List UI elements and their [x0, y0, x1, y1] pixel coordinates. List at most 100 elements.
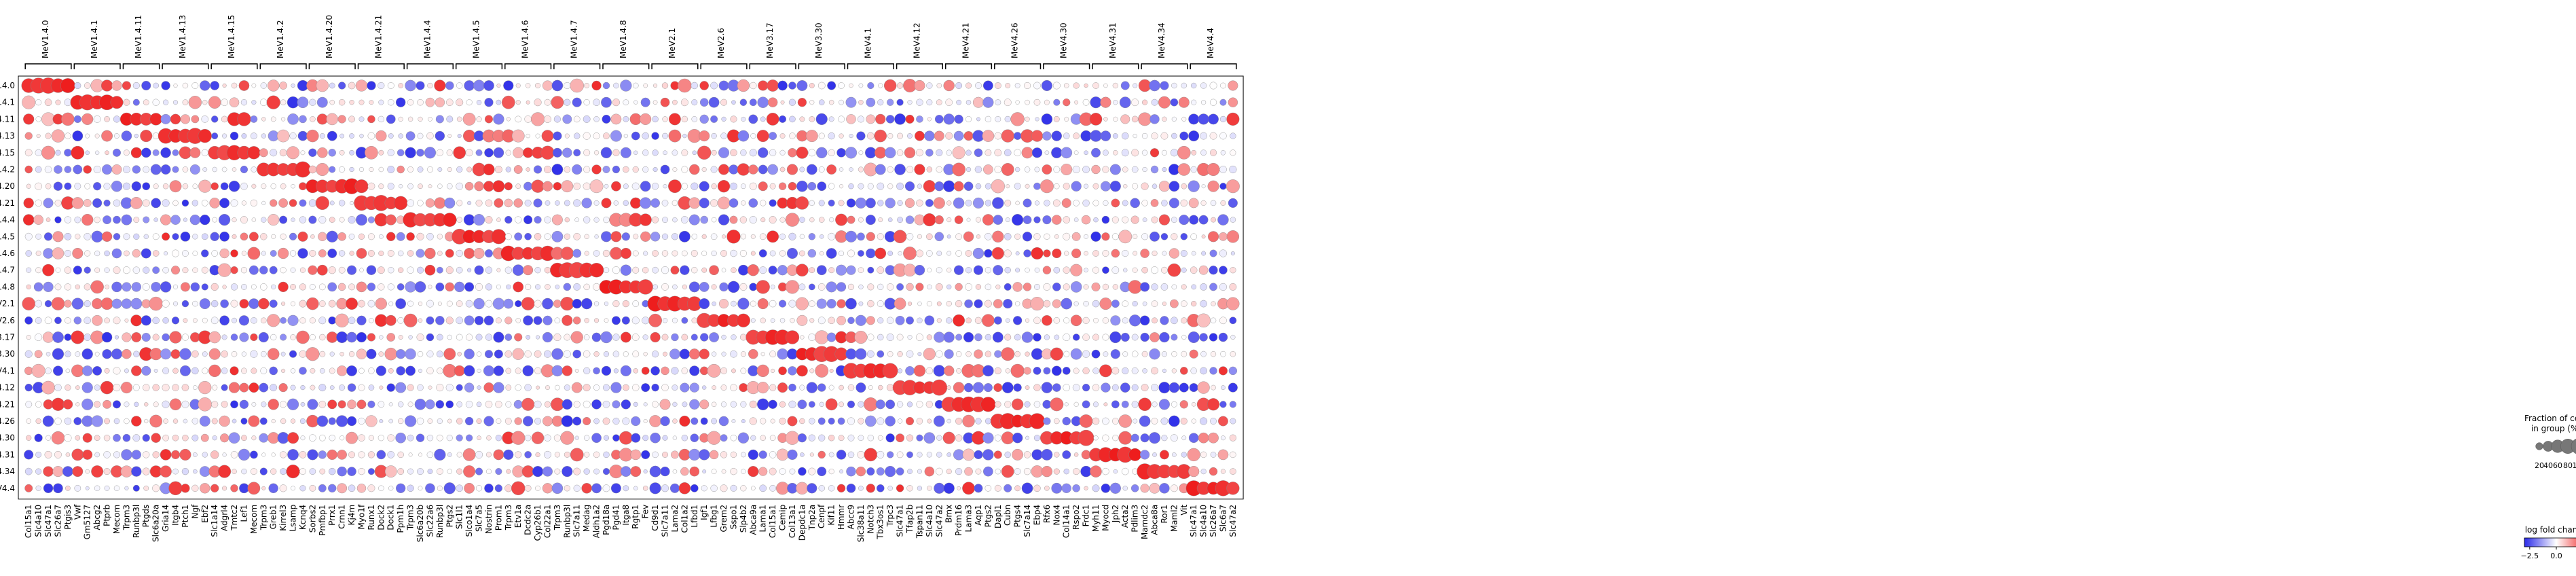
dot	[1171, 233, 1178, 240]
dot	[172, 166, 179, 173]
dot	[1021, 482, 1033, 494]
dot	[189, 214, 201, 226]
dot	[1001, 382, 1014, 393]
dot	[739, 283, 748, 291]
dot	[42, 415, 54, 427]
dot	[54, 384, 62, 391]
dot	[1130, 433, 1139, 442]
dot	[295, 161, 311, 178]
dot	[456, 98, 464, 107]
dot	[731, 368, 736, 374]
dot	[796, 264, 809, 276]
gene-label: Kif11	[827, 505, 836, 526]
gene-label: Depdc1a	[797, 505, 807, 541]
dot	[172, 149, 179, 156]
dot	[417, 98, 424, 106]
dot	[632, 266, 640, 274]
dot	[306, 297, 319, 310]
dot	[1209, 367, 1217, 375]
dot	[631, 334, 640, 341]
dot	[934, 181, 944, 192]
dot	[1081, 215, 1091, 225]
dot	[663, 150, 667, 156]
dot	[756, 280, 770, 294]
dot	[172, 434, 179, 442]
dot	[328, 149, 336, 157]
dot	[924, 466, 935, 477]
dot	[633, 150, 638, 155]
dot	[643, 469, 648, 474]
dot	[104, 368, 110, 374]
dot	[917, 301, 922, 306]
gene-group-bracket	[944, 63, 993, 69]
dot	[1005, 217, 1010, 222]
dot	[846, 265, 856, 275]
dot	[151, 433, 161, 443]
row-label: MeV1.4.13	[0, 131, 15, 141]
dot	[111, 164, 122, 175]
dot	[513, 198, 523, 208]
dot	[143, 166, 150, 173]
dot	[573, 401, 581, 408]
dot	[631, 182, 640, 190]
dot	[395, 382, 407, 393]
dot	[251, 317, 257, 324]
dot	[661, 82, 669, 89]
dot	[386, 232, 396, 242]
dot	[515, 216, 522, 223]
dot	[1084, 486, 1088, 490]
dot	[718, 80, 729, 91]
dot	[259, 417, 268, 425]
dot	[955, 351, 962, 357]
row-label: MeV3.30	[0, 349, 15, 359]
dot	[858, 418, 864, 425]
dot	[1149, 332, 1160, 342]
dot	[1092, 334, 1099, 341]
dot	[24, 467, 33, 475]
dot	[316, 415, 329, 427]
dot	[741, 116, 746, 122]
dot	[358, 233, 365, 240]
dot	[838, 435, 845, 442]
dot	[1109, 482, 1121, 494]
dot	[846, 466, 856, 477]
dot	[346, 265, 357, 275]
dot	[446, 115, 454, 123]
dot	[64, 300, 72, 308]
dot	[172, 384, 179, 391]
dot	[993, 316, 1002, 325]
dot	[271, 452, 276, 457]
dot	[785, 431, 800, 445]
dot	[1188, 130, 1200, 142]
dot	[85, 133, 90, 139]
dot	[221, 334, 227, 340]
dot	[993, 450, 1002, 459]
dot	[828, 452, 834, 458]
dot	[348, 216, 356, 224]
dot	[179, 448, 191, 461]
gene-label: Rgtp1	[631, 505, 640, 529]
dot	[952, 162, 966, 177]
dot	[407, 98, 414, 106]
dot	[152, 233, 160, 240]
dot	[838, 115, 845, 123]
dot	[935, 283, 943, 291]
dot	[643, 83, 648, 88]
dot	[885, 433, 895, 443]
row-label: MeV4.26	[0, 416, 15, 426]
dot	[94, 133, 100, 139]
dot	[85, 486, 90, 490]
dot	[946, 418, 951, 424]
dot	[846, 114, 856, 124]
gene-label: Col15a1	[768, 505, 777, 538]
dot	[524, 451, 532, 458]
dot	[532, 466, 544, 478]
dot	[1073, 82, 1080, 89]
dot	[551, 79, 564, 92]
dot	[141, 248, 151, 259]
dot	[739, 383, 748, 393]
dot	[111, 281, 122, 293]
dot	[760, 217, 766, 223]
dot	[493, 449, 504, 461]
dot	[993, 215, 1004, 225]
